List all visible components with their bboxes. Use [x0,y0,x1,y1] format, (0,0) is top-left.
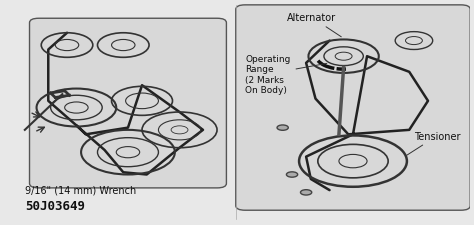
Circle shape [286,172,298,177]
Text: Operating
Range
(2 Marks
On Body): Operating Range (2 Marks On Body) [245,55,327,95]
Text: 9/16" (14 mm) Wrench: 9/16" (14 mm) Wrench [25,185,136,195]
Circle shape [277,125,288,131]
Text: Tensioner: Tensioner [407,131,460,155]
Circle shape [301,190,312,195]
FancyBboxPatch shape [236,6,470,210]
Text: 50J03649: 50J03649 [25,200,85,212]
Text: Alternator: Alternator [287,14,341,38]
FancyBboxPatch shape [29,19,227,188]
